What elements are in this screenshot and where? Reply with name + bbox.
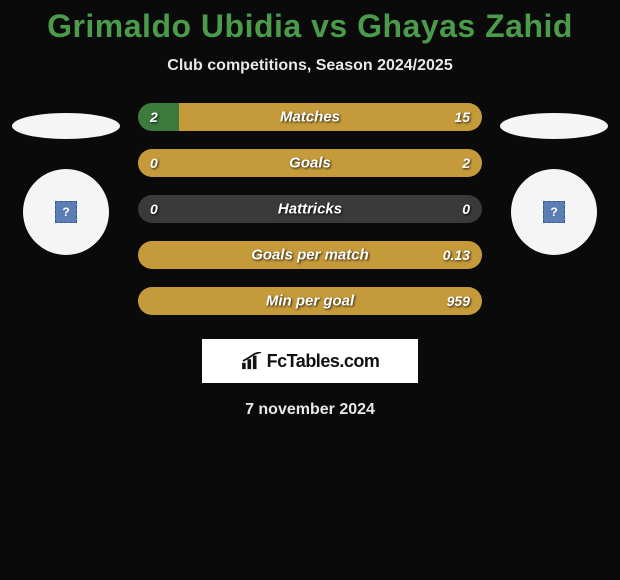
bar-right-value: 0: [462, 201, 470, 217]
bar-label: Matches: [280, 109, 340, 126]
bar-right-value: 15: [454, 109, 470, 125]
stat-bar: 0 Hattricks 0: [138, 195, 482, 223]
bar-right-value: 959: [447, 293, 470, 309]
left-flag: [12, 113, 120, 139]
bar-label: Goals per match: [251, 247, 369, 264]
subtitle: Club competitions, Season 2024/2025: [0, 57, 620, 75]
stat-bar: 2 Matches 15: [138, 103, 482, 131]
left-column: [12, 113, 120, 255]
comparison-card: Grimaldo Ubidia vs Ghayas Zahid Club com…: [0, 0, 620, 419]
bar-left-value: 2: [150, 109, 158, 125]
content-row: 2Matches150Goals20Hattricks0Goals per ma…: [0, 113, 620, 315]
stat-bar: 0 Goals 2: [138, 149, 482, 177]
bar-right-value: 2: [462, 155, 470, 171]
bar-right-value: 0.13: [443, 247, 470, 263]
bar-left-value: 0: [150, 155, 158, 171]
chart-icon: [241, 352, 263, 370]
date-label: 7 november 2024: [0, 401, 620, 419]
bar-left-fill: [138, 103, 179, 131]
brand-text: FcTables.com: [267, 351, 380, 372]
placeholder-icon: [55, 201, 77, 223]
stat-bar: Goals per match 0.13: [138, 241, 482, 269]
left-avatar: [23, 169, 109, 255]
placeholder-icon: [543, 201, 565, 223]
stat-bar: Min per goal 959: [138, 287, 482, 315]
right-avatar: [511, 169, 597, 255]
page-title: Grimaldo Ubidia vs Ghayas Zahid: [0, 8, 620, 45]
right-column: [500, 113, 608, 255]
stat-bars: 2 Matches 15 0 Goals 2 0 Hattricks 0 Goals per ma…: [138, 103, 482, 315]
bar-label: Hattricks: [278, 201, 342, 218]
bar-label: Min per goal: [266, 293, 354, 310]
bar-left-value: 0: [150, 201, 158, 217]
brand-logo: FcTables.com: [202, 339, 418, 383]
bar-label: Goals: [289, 155, 331, 172]
right-flag: [500, 113, 608, 139]
